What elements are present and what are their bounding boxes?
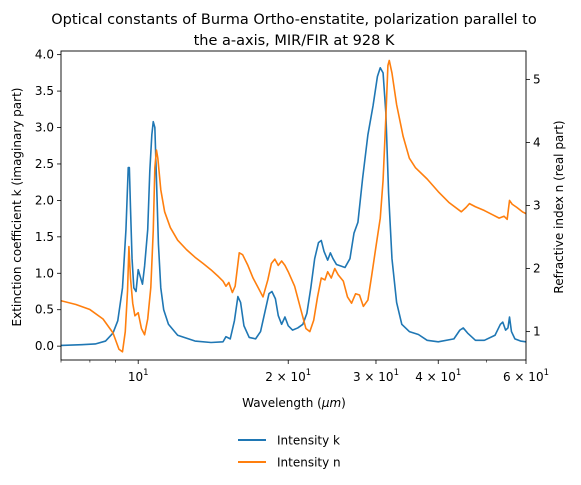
chart-title-line-2: the a-axis, MIR/FIR at 928 K [194, 33, 395, 49]
chart-title-line-1: Optical constants of Burma Ortho-enstati… [51, 12, 537, 28]
y-left-tick-label: 1.0 [35, 266, 54, 280]
y-right-tick-label: 2 [533, 262, 541, 276]
y-left-tick-label: 4.0 [35, 48, 54, 62]
series-line-n [61, 59, 526, 353]
y-left-tick-label: 2.5 [35, 157, 54, 171]
x-tick-label: 6 × 101 [503, 368, 549, 384]
y-axis-label-right: Refractive index n (real part) [552, 120, 566, 293]
x-tick-label: 3 × 101 [353, 368, 399, 384]
x-tick-label: 101 [128, 368, 149, 384]
x-axis-label: Wavelength (μm) [242, 396, 346, 410]
y-right-tick-label: 1 [533, 325, 541, 339]
plot-area: 0.0 0.5 1.0 1.5 2.0 2.5 3.0 3.5 4.0 1 2 3 4 5 101 2 ×… [35, 48, 549, 384]
legend-label-k: Intensity k [277, 434, 340, 448]
y-left-tick-label: 1.5 [35, 230, 54, 244]
legend-label-n: Intensity n [277, 456, 341, 470]
y-right-tick-label: 3 [533, 199, 541, 213]
y-axis-label-left: Extinction coefficient k (imaginary part… [10, 88, 24, 327]
x-tick-label: 2 × 101 [265, 368, 311, 384]
y-left-tick-label: 0.0 [35, 339, 54, 353]
series-line-k [61, 66, 526, 347]
y-left-tick-label: 0.5 [35, 303, 54, 317]
y-left-tick-label: 2.0 [35, 193, 54, 207]
y-right-tick-label: 4 [533, 135, 541, 149]
y-left-tick-label: 3.5 [35, 84, 54, 98]
legend: Intensity k Intensity n [238, 434, 341, 470]
y-left-tick-label: 3.0 [35, 121, 54, 135]
x-tick-label: 4 × 101 [415, 368, 461, 384]
y-right-tick-label: 5 [533, 72, 541, 86]
